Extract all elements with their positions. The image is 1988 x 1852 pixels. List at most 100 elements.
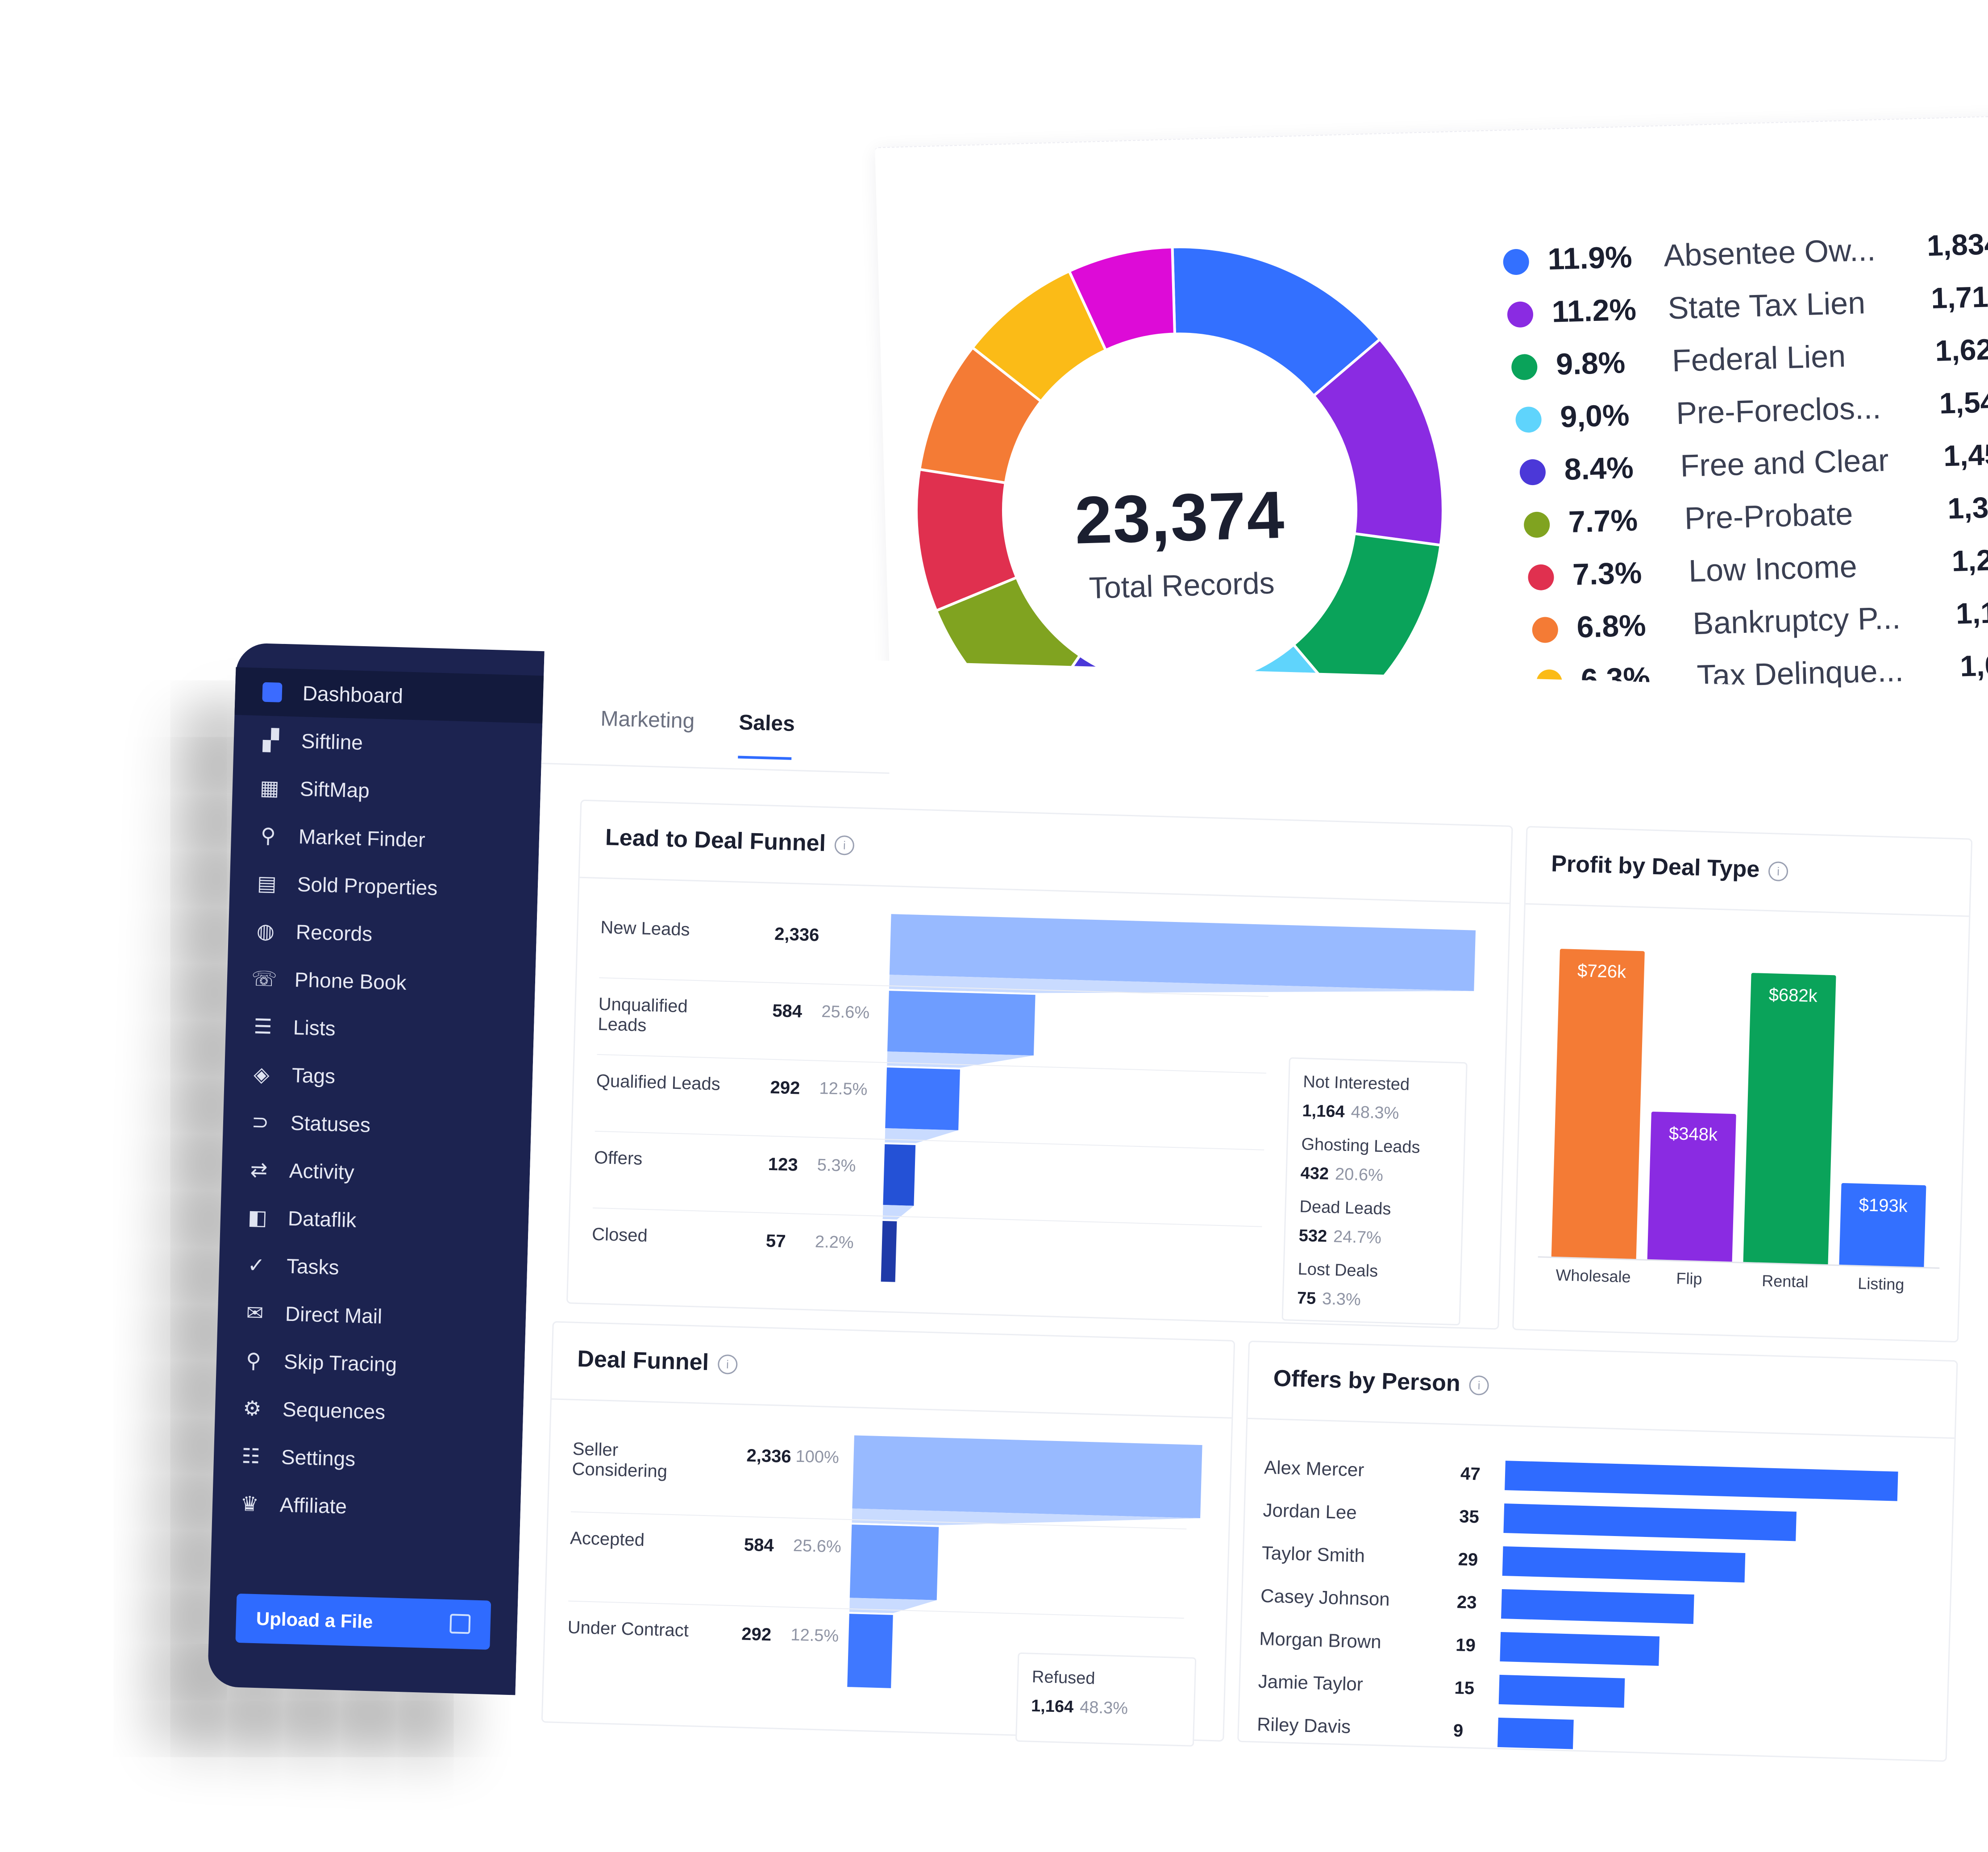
funnel-bar[interactable] (881, 1221, 897, 1282)
profit-category-label: Wholesale (1555, 1266, 1631, 1286)
funnel-bar[interactable] (852, 1435, 1202, 1519)
sidebar-item-siftmap[interactable]: ▦ SiftMap (232, 763, 541, 819)
legend-percent: 9,0% (1560, 398, 1630, 434)
donut-segment[interactable] (1171, 241, 1382, 400)
profit-bar[interactable]: $682k (1743, 972, 1836, 1265)
sidebar-item-dashboard[interactable]: Dashboard (234, 667, 544, 724)
sidebar-item-label: Lists (293, 1015, 336, 1040)
sidebar-item-skip-tracing[interactable]: ⚲ Skip Tracing (216, 1335, 525, 1391)
sidebar-item-dataflik[interactable]: ◧ Dataflik (220, 1192, 529, 1249)
legend-count: 1,29 (1951, 543, 1988, 577)
sidebar-item-phone-book[interactable]: ☏ Phone Book (227, 954, 536, 1010)
funnel-stage-percent: 12.5% (790, 1625, 839, 1646)
funnel-bar[interactable] (847, 1614, 893, 1688)
funnel-stage-percent: 5.3% (817, 1155, 856, 1176)
sidebar-item-affiliate[interactable]: ♛ Affiliate (212, 1478, 521, 1535)
sidebar-item-label: Siftline (301, 729, 363, 754)
loss-count: 1,164 (1031, 1696, 1074, 1717)
tag-icon: ◈ (253, 1062, 270, 1086)
sidebar-item-label: Market Finder (298, 824, 426, 851)
lead-funnel-title: Lead to Deal Funnel (605, 824, 826, 857)
tab-marketing[interactable]: Marketing (600, 706, 695, 733)
profit-bar-chart: $726k Wholesale $348k Flip $682k Rental $193k L… (1538, 944, 1948, 1294)
offer-bar[interactable] (1501, 1589, 1694, 1624)
loss-entry: Dead Leads 532 24.7% (1298, 1197, 1391, 1248)
loss-value: 1,164 48.3% (1031, 1697, 1128, 1719)
legend-count: 1,713 (1930, 279, 1988, 315)
divider (579, 876, 1510, 904)
offer-bar[interactable] (1500, 1632, 1659, 1666)
funnel-bar[interactable] (849, 1524, 939, 1600)
legend-count: 1,45 (1943, 437, 1988, 473)
legend-percent: 11.9% (1547, 240, 1633, 276)
profit-bar-value: $682k (1768, 984, 1818, 1006)
sidebar-item-label: Skip Tracing (283, 1350, 397, 1376)
sidebar-item-sequences[interactable]: ⚙ Sequences (215, 1383, 524, 1439)
info-icon[interactable]: i (717, 1354, 738, 1375)
funnel-bar[interactable] (885, 1067, 960, 1130)
offer-bar[interactable] (1505, 1461, 1898, 1501)
contact-card-icon: ☏ (251, 966, 278, 991)
loss-entry: Not Interested 1,164 48.3% (1302, 1072, 1410, 1124)
legend-color-dot (1502, 249, 1530, 275)
legend-percent: 7.3% (1572, 556, 1643, 592)
funnel-bar[interactable] (883, 1144, 916, 1206)
sidebar-item-label: Statuses (290, 1111, 371, 1137)
info-icon[interactable]: i (1768, 861, 1788, 882)
legend-count: 1,37 (1947, 490, 1988, 525)
deal-funnel-rows: Seller Considering 2,336 100% Accepted 584 25… (554, 1322, 1234, 1688)
sidebar-item-lists[interactable]: ☰ Lists (225, 1001, 535, 1058)
sidebar-item-statuses[interactable]: ⊃ Statuses (223, 1097, 532, 1153)
sidebar-item-label: Direct Mail (285, 1302, 383, 1328)
lead-funnel-losses: Not Interested 1,164 48.3% Ghosting Leads 43… (1281, 1057, 1468, 1326)
skip-trace-icon: ⚲ (245, 1348, 262, 1372)
offer-bar[interactable] (1497, 1717, 1574, 1749)
funnel-stage-count: 2,336 (746, 1445, 792, 1467)
sidebar-item-tags[interactable]: ◈ Tags (224, 1049, 533, 1105)
sidebar-item-tasks[interactable]: ✓ Tasks (219, 1240, 528, 1296)
offer-count: 23 (1456, 1592, 1477, 1613)
deal-funnel-losses: Refused 1,164 48.3% (1015, 1652, 1197, 1747)
bar-chart-glyph (262, 682, 283, 702)
sidebar-item-sold-properties[interactable]: ▤ Sold Properties (229, 858, 539, 914)
offer-bar[interactable] (1502, 1546, 1746, 1583)
tab-sales[interactable]: Sales (738, 710, 795, 736)
globe-icon: ◍ (256, 919, 275, 943)
sidebar-item-activity[interactable]: ⇄ Activity (221, 1145, 531, 1201)
legend-color-dot (1511, 353, 1538, 381)
offer-bar[interactable] (1503, 1503, 1797, 1541)
sidebar-item-settings[interactable]: ☷ Settings (213, 1431, 523, 1487)
funnel-stage-label: Under Contract (567, 1617, 689, 1641)
info-icon[interactable]: i (834, 835, 855, 856)
sidebar-item-label: Tasks (286, 1254, 340, 1279)
legend-label: Pre-Probate (1684, 496, 1854, 536)
offer-count: 9 (1453, 1721, 1464, 1741)
profit-bar[interactable]: $726k (1551, 949, 1645, 1259)
list-icon: ☰ (253, 1014, 273, 1038)
sidebar-item-siftline[interactable]: ▞ Siftline (233, 715, 542, 771)
legend-count: 1,04 (1959, 648, 1988, 683)
legend-label: Federal Lien (1671, 338, 1847, 378)
info-icon[interactable]: i (1469, 1375, 1489, 1396)
offer-bar[interactable] (1498, 1674, 1625, 1708)
donut-segment[interactable] (1067, 245, 1177, 352)
sidebar-item-label: Sequences (282, 1397, 386, 1424)
funnel-bar[interactable] (887, 991, 1036, 1056)
sidebar-item-records[interactable]: ◍ Records (228, 906, 537, 962)
upload-file-button[interactable]: Upload a File (235, 1593, 491, 1650)
offer-count: 15 (1454, 1678, 1475, 1698)
profit-bar[interactable]: $348k (1647, 1112, 1736, 1262)
sidebar-item-market-finder[interactable]: ⚲ Market Finder (231, 810, 540, 867)
legend-percent: 11.2% (1551, 292, 1637, 329)
loss-label: Dead Leads (1299, 1197, 1392, 1219)
profit-bar[interactable]: $193k (1839, 1183, 1926, 1267)
sidebar-item-direct-mail[interactable]: ✉ Direct Mail (217, 1287, 527, 1344)
person-name: Alex Mercer (1264, 1457, 1364, 1481)
legend-label: Low Income (1688, 548, 1858, 589)
status-icon: ⊃ (251, 1109, 270, 1134)
funnel-stage-percent: 25.6% (821, 1002, 870, 1022)
sidebar-item-label: Affiliate (279, 1492, 347, 1518)
offers-rows: Alex Mercer 47 Jordan Lee 35 Taylor Smith 29 C… (1250, 1342, 1956, 1749)
offer-count: 29 (1458, 1549, 1478, 1570)
sidebar-item-label: Dashboard (302, 681, 403, 707)
